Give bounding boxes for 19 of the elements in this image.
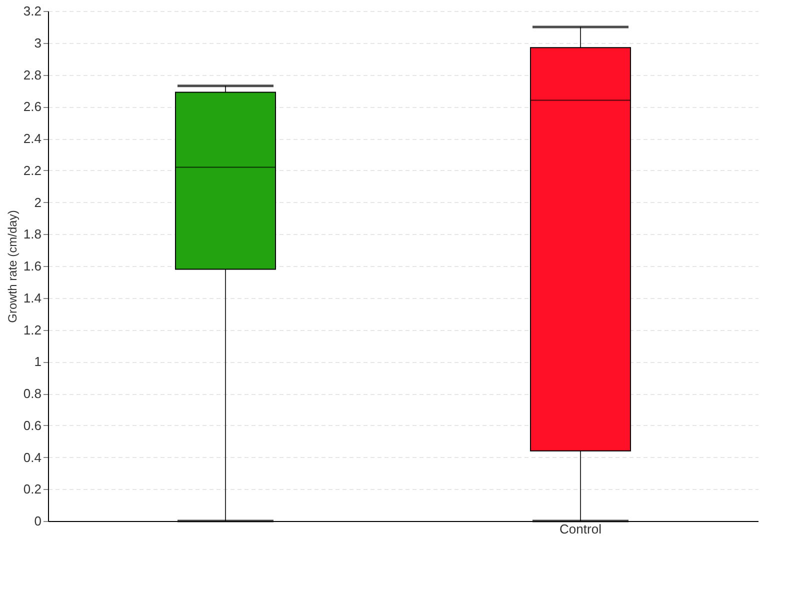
y-tick-label: 2.4 bbox=[23, 131, 42, 146]
y-tick-label: 0.8 bbox=[23, 386, 42, 401]
y-tick-label: 2.8 bbox=[23, 67, 42, 82]
y-tick-label: 1 bbox=[34, 354, 42, 370]
y-tick-label: 2 bbox=[34, 194, 42, 210]
y-tick-label: 2.2 bbox=[23, 162, 42, 178]
y-tick-label: 1.6 bbox=[23, 258, 42, 274]
y-tick-label: 1.4 bbox=[23, 290, 42, 306]
y-tick-label: 0.4 bbox=[23, 450, 42, 465]
y-tick-label: 2.6 bbox=[23, 99, 42, 114]
y-tick-label: 3.2 bbox=[23, 4, 42, 18]
x-tick-label: Control bbox=[560, 522, 602, 536]
y-tick-label: 1.8 bbox=[23, 226, 42, 242]
y-tick-label: 0.6 bbox=[23, 418, 42, 433]
y-axis-title: Growth rate (cm/day) bbox=[5, 210, 20, 323]
y-tick-label: 0.2 bbox=[23, 482, 42, 497]
y-tick-label: 0 bbox=[34, 514, 42, 528]
y-tick-label: 3 bbox=[34, 35, 42, 50]
y-tick-label: 1.2 bbox=[23, 322, 42, 338]
